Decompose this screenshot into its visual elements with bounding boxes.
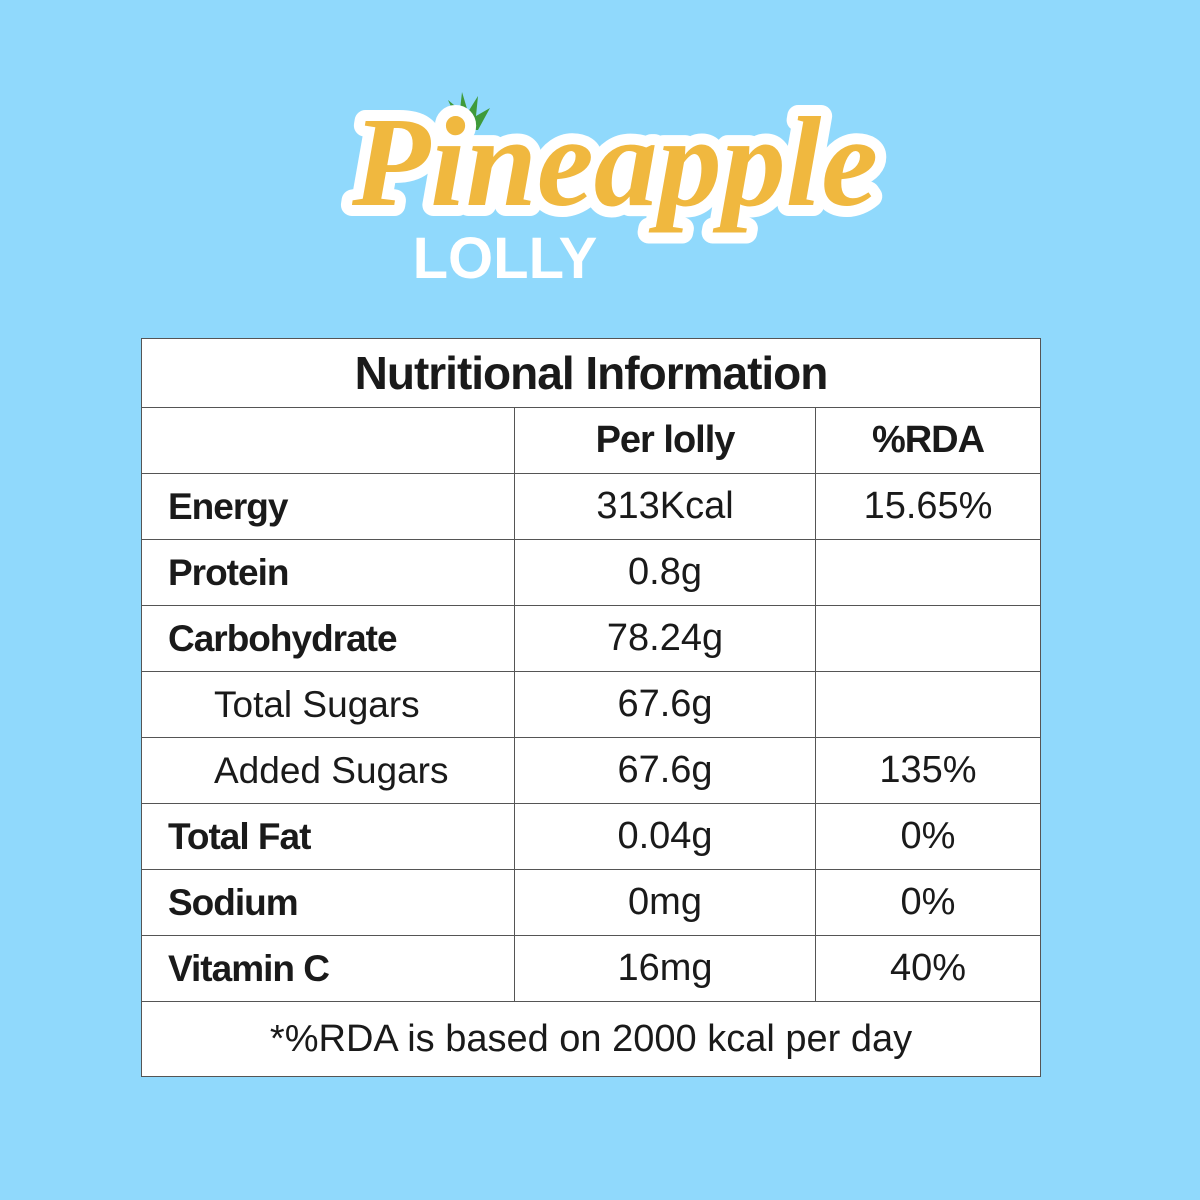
rda-cell (814, 539, 1042, 606)
nutrient-name: Protein (141, 539, 515, 606)
footnote: *%RDA is based on 2000 kcal per day (140, 1001, 1042, 1077)
nutrient-row: Carbohydrate 78.24g (141, 605, 1042, 672)
table-title: Nutritional Information (140, 338, 1042, 408)
nutrient-name: Sodium (141, 869, 515, 936)
rda-cell: 0% (814, 803, 1042, 870)
header-row: Per lolly %RDA (141, 407, 1042, 474)
logo-subtitle: LOLLY (413, 226, 598, 291)
nutrient-name: Carbohydrate (141, 605, 515, 672)
rda-cell (814, 605, 1042, 672)
nutrient-name: Total Sugars (141, 671, 515, 738)
rda-cell: 15.65% (814, 473, 1042, 540)
nutrient-row: Sodium 0mg 0% (141, 869, 1042, 936)
amount-cell: 313Kcal (514, 473, 816, 540)
pineapple-leaves (448, 92, 490, 130)
rda-cell: 135% (814, 737, 1042, 804)
column-header: Per lolly (514, 407, 816, 474)
amount-cell: 67.6g (514, 737, 816, 804)
nutrient-row: Total Fat 0.04g 0% (141, 803, 1042, 870)
nutrient-name: Vitamin C (141, 935, 515, 1002)
nutrient-name: Energy (141, 473, 515, 540)
amount-cell: 0.8g (514, 539, 816, 606)
nutrient-name: Total Fat (141, 803, 515, 870)
blank-cell (141, 407, 515, 474)
amount-cell: 67.6g (514, 671, 816, 738)
amount-cell: 78.24g (514, 605, 816, 672)
nutrient-row: Total Sugars 67.6g (141, 671, 1042, 738)
title-row: Nutritional Information (140, 338, 1042, 408)
rda-cell: 0% (814, 869, 1042, 936)
nutrient-row: Added Sugars 67.6g 135% (141, 737, 1042, 804)
nutrient-row: Energy 313Kcal 15.65% (141, 473, 1042, 540)
footnote-row: *%RDA is based on 2000 kcal per day (140, 1001, 1042, 1077)
nutrient-name: Added Sugars (141, 737, 515, 804)
rda-cell: 40% (814, 935, 1042, 1002)
amount-cell: 0.04g (514, 803, 816, 870)
amount-cell: 16mg (514, 935, 816, 1002)
nutrient-row: Protein 0.8g (141, 539, 1042, 606)
nutrition-table: Nutritional Information Per lolly %RDA E… (140, 338, 1042, 1077)
rda-cell (814, 671, 1042, 738)
nutrient-row: Vitamin C 16mg 40% (141, 935, 1042, 1002)
logo-title: Pineapple (351, 91, 878, 233)
column-header: %RDA (814, 407, 1042, 474)
logo: Pineapple LOLLY (340, 80, 889, 291)
amount-cell: 0mg (514, 869, 816, 936)
